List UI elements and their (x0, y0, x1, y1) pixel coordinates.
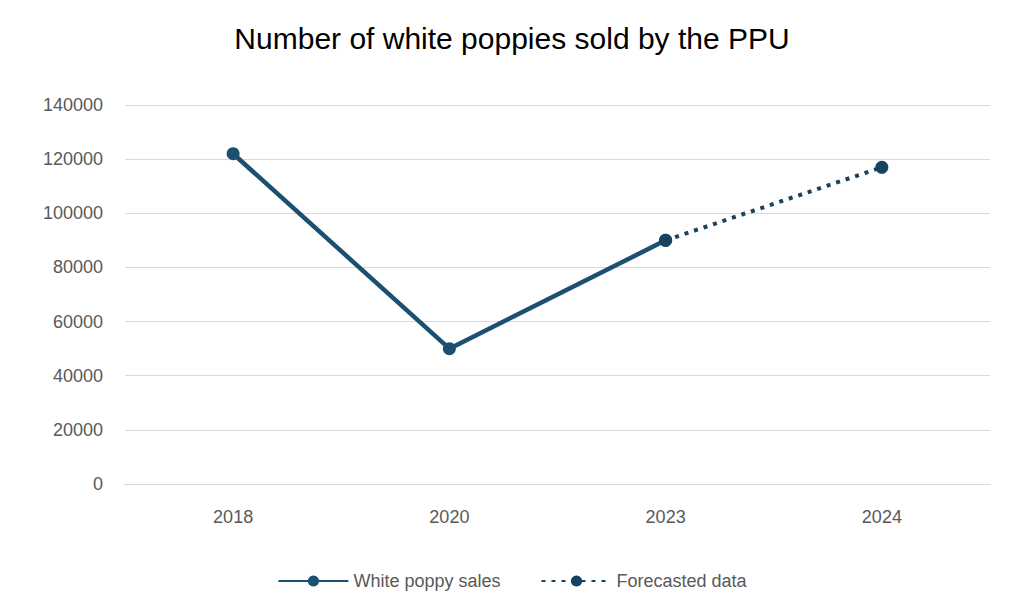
svg-text:140000: 140000 (43, 95, 103, 115)
svg-text:60000: 60000 (53, 312, 103, 332)
svg-text:40000: 40000 (53, 366, 103, 386)
svg-text:White poppy sales: White poppy sales (353, 571, 500, 591)
svg-text:20000: 20000 (53, 420, 103, 440)
svg-text:100000: 100000 (43, 203, 103, 223)
svg-text:2023: 2023 (646, 507, 686, 527)
svg-text:120000: 120000 (43, 149, 103, 169)
svg-text:Forecasted data: Forecasted data (616, 571, 747, 591)
svg-text:80000: 80000 (53, 257, 103, 277)
svg-text:2018: 2018 (213, 507, 253, 527)
svg-text:0: 0 (93, 474, 103, 494)
svg-text:2020: 2020 (429, 507, 469, 527)
svg-text:2024: 2024 (862, 507, 902, 527)
svg-text:Number of white poppies sold b: Number of white poppies sold by the PPU (234, 22, 789, 55)
